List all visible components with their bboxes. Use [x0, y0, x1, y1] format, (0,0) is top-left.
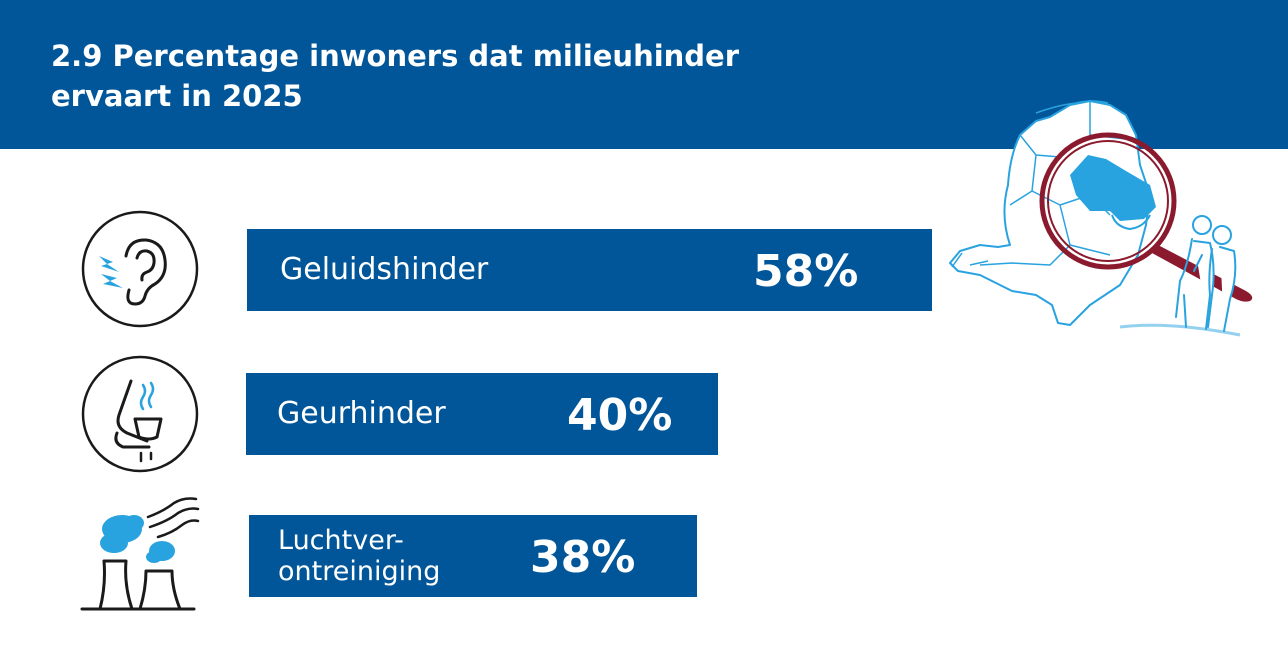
- bar-label: Luchtver- ontreiniging: [278, 525, 441, 587]
- bar-label: Geurhinder: [277, 396, 446, 431]
- bar-value-label: 40%: [567, 390, 673, 441]
- title-line-2: ervaart in 2025: [51, 79, 303, 113]
- header-banner: 2.9 Percentage inwoners dat milieuhinder…: [0, 0, 1288, 149]
- netherlands-map-magnifier-icon: [949, 100, 1253, 337]
- bar-label: Geluidshinder: [280, 252, 489, 287]
- ear-noise-icon: [81, 210, 199, 328]
- bar-value-label: 38%: [530, 532, 636, 583]
- bar-geluidshinder: Geluidshinder 58%: [247, 229, 932, 311]
- title-line-1: 2.9 Percentage inwoners dat milieuhinder: [51, 39, 740, 73]
- factory-smoke-icon: [80, 497, 200, 611]
- bar-luchtverontreiniging: Luchtver- ontreiniging 38%: [249, 515, 697, 597]
- bar-value-label: 58%: [753, 246, 859, 297]
- bar-geurhinder: Geurhinder 40%: [246, 373, 718, 455]
- chart-title: 2.9 Percentage inwoners dat milieuhinder…: [51, 36, 811, 116]
- smell-cup-icon: [81, 355, 199, 473]
